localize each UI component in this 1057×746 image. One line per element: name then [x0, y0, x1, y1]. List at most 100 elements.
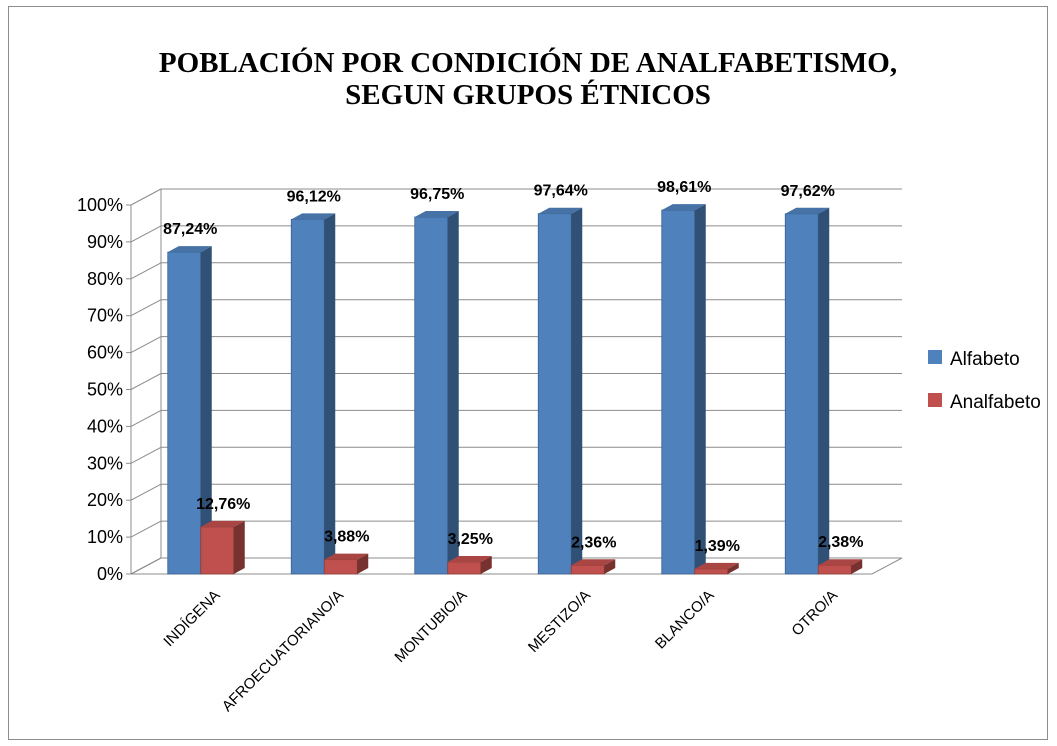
data-label-alfabeto-3: 97,64% — [534, 183, 588, 200]
bar-front — [784, 213, 819, 575]
bar-alfabeto-1 — [290, 213, 336, 575]
bar-front — [537, 213, 572, 575]
bar-analfabeto-1 — [323, 553, 369, 575]
bar-alfabeto-0 — [167, 246, 212, 575]
bar-alfabeto-2 — [414, 210, 459, 575]
y-tick-label: 40% — [87, 416, 123, 436]
bar-front — [817, 564, 852, 575]
bar-front — [290, 218, 325, 575]
gridline-side — [130, 446, 162, 464]
y-tick-label: 100% — [77, 195, 123, 215]
legend: Alfabeto Analfabeto — [928, 349, 1041, 413]
bar-analfabeto-5 — [817, 559, 863, 575]
y-tick-label: 60% — [87, 343, 123, 363]
bar-side — [727, 562, 739, 574]
bar-alfabeto-4 — [661, 204, 706, 575]
gridline-side — [130, 188, 162, 206]
bar-analfabeto-3 — [570, 559, 616, 575]
data-label-analfabeto-3: 2,36% — [571, 534, 616, 551]
y-tick-label: 50% — [87, 380, 123, 400]
y-tick-label: 10% — [87, 527, 123, 547]
bar-analfabeto-2 — [447, 556, 492, 575]
bar-front — [661, 209, 696, 575]
bar-top — [694, 562, 739, 569]
data-label-analfabeto-0: 12,76% — [196, 496, 250, 513]
bar-top — [414, 210, 459, 217]
bar-front — [167, 251, 202, 575]
legend-swatch-alfabeto — [928, 350, 942, 364]
bar-top — [167, 246, 212, 253]
y-axis: 0% 10% 20% 30% 40% 50% 60% 70% 80% 90% 100% — [77, 195, 132, 584]
bar-analfabeto-4 — [694, 562, 739, 575]
bar-top — [200, 520, 245, 527]
bar-side — [818, 207, 830, 574]
bar-side — [604, 559, 616, 574]
bar-top — [291, 213, 336, 220]
x-tick-label: MESTIZO/A — [525, 587, 594, 656]
y-tick-label: 20% — [87, 490, 123, 510]
gridline-side — [130, 409, 162, 427]
chart-title-line-2: SEGUN GRUPOS ÉTNICOS — [345, 78, 711, 111]
bar-side — [447, 210, 459, 574]
data-label-alfabeto-2: 96,75% — [410, 186, 464, 203]
data-label-alfabeto-1: 96,12% — [287, 188, 341, 205]
gridline-side — [130, 373, 162, 390]
bar-top — [324, 553, 369, 560]
data-label-analfabeto-2: 3,25% — [448, 531, 493, 548]
bar-front — [414, 216, 449, 575]
bar-side — [571, 207, 583, 574]
bar-alfabeto-5 — [784, 207, 830, 575]
bars — [167, 204, 863, 575]
data-label-alfabeto-5: 97,62% — [781, 183, 835, 200]
x-tick-label: MONTUBIO/A — [391, 587, 470, 666]
data-label-alfabeto-0: 87,24% — [163, 221, 217, 238]
data-label-analfabeto-1: 3,88% — [324, 529, 369, 546]
gridline-side — [130, 336, 162, 354]
y-tick-label: 70% — [87, 306, 123, 326]
bar-side — [851, 559, 863, 574]
bar-side — [357, 553, 369, 574]
gridline-side — [130, 225, 162, 243]
gridline-side — [130, 262, 162, 280]
bar-analfabeto-0 — [200, 520, 245, 575]
y-tick-label: 80% — [87, 269, 123, 289]
data-label-analfabeto-4: 1,39% — [695, 538, 740, 555]
legend-label-alfabeto: Alfabeto — [950, 349, 1020, 370]
bar-top — [785, 207, 830, 214]
bar-front — [447, 561, 482, 575]
data-labels: 87,24% 12,76% 96,12% 3,88% 96,75% 3,25% 97,64%… — [163, 179, 863, 555]
bar-front — [200, 526, 235, 575]
y-tick-label: 90% — [87, 232, 123, 252]
bar-top — [538, 207, 583, 214]
x-tick-label: AFROECUATORIANO/A — [219, 587, 347, 715]
bar-top — [661, 204, 706, 211]
bar-front — [323, 559, 358, 575]
x-tick-label: INDÍGENA — [160, 587, 223, 650]
x-tick-label: OTRO/A — [788, 587, 841, 640]
data-label-analfabeto-5: 2,38% — [818, 534, 863, 551]
gridline-side — [130, 299, 162, 317]
gridline-side — [130, 520, 162, 538]
bar-side — [233, 520, 245, 574]
bar-top — [818, 559, 863, 566]
bar-alfabeto-3 — [537, 207, 583, 575]
y-tick-label: 30% — [87, 453, 123, 473]
bar-side — [200, 246, 212, 574]
legend-label-analfabeto: Analfabeto — [950, 392, 1041, 413]
bar-front — [694, 568, 729, 575]
x-tick-label: BLANCO/A — [652, 587, 718, 653]
bar-top — [571, 559, 616, 566]
legend-swatch-analfabeto — [928, 393, 942, 407]
data-label-alfabeto-4: 98,61% — [657, 179, 711, 196]
bar-side — [480, 556, 492, 574]
bar-side — [324, 213, 336, 574]
y-tick-label: 0% — [97, 564, 123, 584]
chart-title-line-1: POBLACIÓN POR CONDICIÓN DE ANALFABETISMO… — [159, 46, 897, 79]
bar-front — [570, 564, 605, 575]
gridline-side — [130, 557, 162, 575]
bar-top — [447, 556, 492, 563]
gridline-side — [130, 483, 162, 501]
bar-side — [694, 204, 706, 575]
